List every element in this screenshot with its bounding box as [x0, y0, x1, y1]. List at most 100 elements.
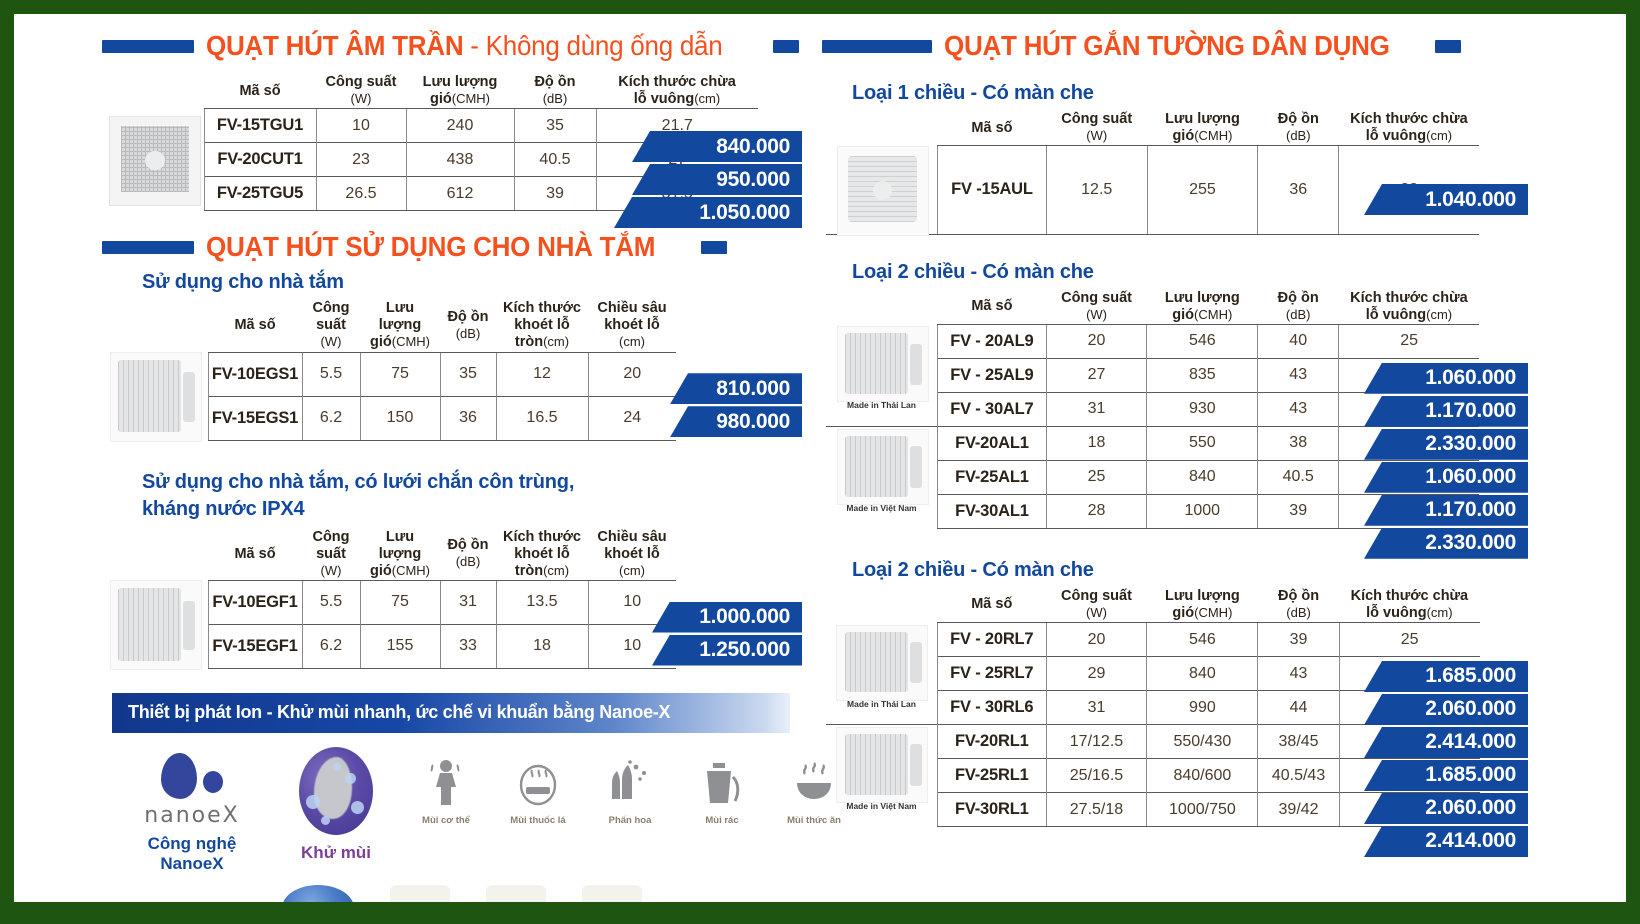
nanoe-section: Thiết bị phát Ion - Khử mùi nhanh, ức ch… — [112, 692, 841, 902]
table-bathroom-basic: Mã số Công suất (W) Lưu lượng gió(CMH) Độ ồn… — [102, 300, 796, 443]
table-header-row: Mã số Công suất (W) Lưu lượng gió(CMH) Độ ồn… — [102, 300, 796, 352]
nanoex-logo-item: nanoeX Công nghệ NanoeX — [112, 747, 272, 875]
cell-airflow: 438 — [405, 142, 514, 177]
virus-icon — [282, 884, 354, 902]
header-model: Mã số — [239, 82, 281, 99]
cell-noise: 38 — [1257, 425, 1339, 461]
header-noise: Độ ồn (dB) — [1278, 587, 1320, 621]
cell-model: FV - 20RL7 — [936, 622, 1047, 657]
table-bathroom-ipx4-wrap: Mã số Công suất (W) Lưu lượng gió(CMH) Độ ồn… — [102, 528, 814, 671]
cell-power: 6.2 — [301, 395, 360, 441]
header-airflow: Lưu lượng gió(CMH) — [369, 528, 430, 579]
icon-pollen: Phấn hoa — [584, 747, 676, 826]
cell-hole: 13.5 — [495, 579, 588, 625]
body-odor-icon — [400, 747, 492, 807]
section-header-bathroom-fan: QUẠT HÚT SỬ DỤNG CHO NHÀ TẮM — [102, 225, 814, 269]
subsection-two-way-al: Loại 2 chiều - Có màn che — [852, 260, 1094, 283]
table-row[interactable]: Made in Thái Lan FV - 20RL7 20 546 39 25 — [826, 622, 1626, 708]
header-model: Mã số — [971, 596, 1013, 613]
product-image-cell — [102, 580, 208, 671]
product-image-wall-1way — [836, 145, 929, 236]
header-noise: Độ ồn (dB) — [534, 74, 576, 107]
price-tag: 2.330.000 — [1364, 527, 1528, 559]
decor-bar-left — [822, 39, 932, 53]
price-tag: 1.060.000 — [1364, 362, 1528, 394]
section-header-wall-fan: QUẠT HÚT GẮN TƯỜNG DÂN DỤNG — [822, 24, 1626, 68]
fan-icon — [108, 115, 201, 206]
table-ceiling-fan: Mã số Công suất (W) Lưu lượng gió(CMH) Độ … — [104, 74, 758, 212]
cell-noise: 40 — [1257, 323, 1339, 359]
header-model: Mã số — [234, 317, 276, 334]
icon-body-odor: Mùi cơ thể — [400, 747, 492, 826]
header-hole-depth: Chiều sâu khoét lỗ (cm) — [597, 528, 667, 578]
subsection-bathroom-ipx4: Sử dụng cho nhà tắm, có lưới chắn côn tr… — [142, 470, 575, 520]
table-two-way-rl-wrap: Mã số Công suất (W) Lưu lượng gió(CMH) Độ … — [826, 587, 1626, 857]
header-opening-size: Kích thước chừa lỗ vuông(cm) — [1350, 289, 1468, 323]
cell-noise: 39 — [513, 176, 596, 212]
price-tag: 1.060.000 — [1364, 461, 1528, 493]
table-one-way: Mã số Công suất (W) Lưu lượng gió(CMH) Độ … — [826, 111, 1626, 236]
section-title-bathroom-fan: QUẠT HÚT SỬ DỤNG CHO NHÀ TẮM — [206, 231, 656, 263]
cell-hole: 16.5 — [495, 395, 588, 441]
header-airflow: Lưu lượng gió(CMH) — [1165, 587, 1240, 622]
table-row[interactable]: Made in Thái Lan FV - 20AL9 20 546 40 25 — [826, 323, 1626, 409]
table-header-row: Mã số Công suất (W) Lưu lượng gió(CMH) Độ … — [826, 290, 1626, 325]
cell-power: 20 — [1045, 622, 1147, 657]
cell-power: 29 — [1045, 656, 1147, 691]
cell-noise: 36 — [439, 395, 496, 441]
price-tag: 2.060.000 — [1364, 693, 1528, 725]
cell-model: FV - 20AL9 — [937, 323, 1047, 359]
odor-molecule-icon — [299, 746, 373, 835]
cell-power: 27.5/18 — [1045, 792, 1147, 828]
cell-airflow: 155 — [359, 623, 440, 669]
icon-label: Mùi rác — [705, 814, 739, 826]
table-row[interactable]: FV-30AL1 28 1000 39 35 — [826, 493, 1626, 529]
header-noise: Độ ồn (dB) — [447, 308, 489, 341]
header-power: Công suất (W) — [1061, 289, 1132, 322]
nanoe-banner: Thiết bị phát Ion - Khử mùi nhanh, ức ch… — [112, 692, 790, 733]
header-power: Công suất (W) — [312, 300, 350, 350]
cell-noise: 35 — [513, 108, 596, 143]
price-tag: 1.250.000 — [652, 634, 802, 666]
table-header-row: Mã số Công suất (W) Lưu lượng gió(CMH) Độ … — [104, 74, 758, 109]
cell-depth: 20 — [587, 351, 676, 397]
cell-noise: 39 — [1257, 622, 1340, 657]
icon-label: Mùi thuốc lá — [510, 814, 566, 826]
table-row[interactable]: FV-10EGF1 5.5 75 31 13.5 10 — [102, 579, 796, 671]
table-row[interactable]: FV-15EGS1 6.2 150 36 16.5 24 — [102, 395, 796, 441]
cell-model: FV-10EGS1 — [207, 351, 302, 397]
cell-power: 25/16.5 — [1045, 758, 1147, 793]
fan-icon — [836, 428, 929, 505]
table-header-row: Mã số Công suất (W) Lưu lượng gió(CMH) Độ … — [826, 111, 1626, 146]
cell-noise: 43 — [1257, 656, 1340, 691]
price-tag: 1.685.000 — [1364, 660, 1528, 692]
trash-icon — [676, 747, 768, 807]
table-row[interactable]: FV-10EGS1 5.5 75 35 12 20 — [102, 351, 796, 443]
cell-power: 17/12.5 — [1045, 724, 1147, 759]
cell-airflow: 550 — [1146, 425, 1258, 461]
header-model: Mã số — [234, 545, 276, 562]
header-image-spacer — [102, 300, 208, 352]
price-tag: 1.040.000 — [1364, 184, 1528, 215]
header-opening-size: Kích thước chừa lỗ vuông(cm) — [1350, 111, 1468, 145]
product-image-ceiling — [108, 115, 201, 206]
cell-airflow: 990 — [1146, 690, 1258, 725]
cell-model: FV-25RL1 — [936, 758, 1047, 793]
cell-model: FV-20RL1 — [936, 724, 1047, 759]
table-row[interactable]: Made in Việt Nam FV-20RL1 17/12.5 550/43… — [826, 724, 1626, 827]
made-in-label: Made in Việt Nam — [846, 502, 917, 513]
fan-icon — [836, 145, 929, 236]
partial-icon — [486, 884, 546, 902]
cell-noise: 33 — [439, 623, 496, 669]
price-tag: 2.414.000 — [1364, 726, 1528, 758]
product-image-rl1 — [836, 727, 929, 804]
odor-removal-item: Khử mùi — [272, 746, 400, 863]
cell-airflow: 1000/750 — [1146, 792, 1258, 828]
table-two-way-rl: Mã số Công suất (W) Lưu lượng gió(CMH) Độ … — [826, 587, 1626, 828]
product-image-bathroom-basic — [109, 352, 202, 443]
cell-model: FV -15AUL — [937, 145, 1047, 235]
cell-model: FV - 25AL9 — [937, 357, 1047, 393]
cell-airflow: 1000 — [1146, 493, 1258, 529]
table-row[interactable]: FV-15TGU1 10 240 35 21.7 — [104, 108, 758, 206]
section-header-ceiling-fan: QUẠT HÚT ÂM TRẦN - Không dùng ống dẫn — [102, 24, 814, 68]
